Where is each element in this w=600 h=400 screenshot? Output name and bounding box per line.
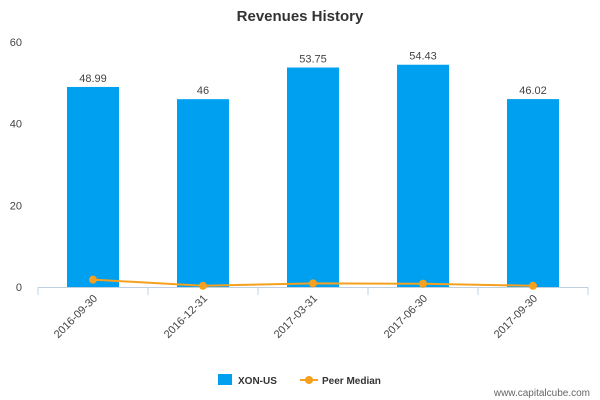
- x-tick-label: 2017-06-30: [382, 293, 430, 341]
- bar-data-label: 48.99: [79, 73, 107, 85]
- legend-label-xon-us: XON-US: [238, 376, 277, 387]
- legend-label-peer-median: Peer Median: [322, 376, 381, 387]
- legend-marker-peer-median: [305, 376, 313, 384]
- bar-data-label: 53.75: [299, 54, 327, 66]
- bar: [67, 86, 119, 288]
- y-tick-label: 0: [16, 282, 22, 294]
- y-tick-label: 20: [10, 200, 22, 212]
- bar-data-label: 54.43: [409, 51, 437, 63]
- bar: [287, 67, 339, 287]
- bar-data-label: 46.02: [519, 85, 547, 97]
- peer-median-point: [529, 281, 537, 290]
- bar: [397, 64, 449, 287]
- y-tick-label: 60: [10, 37, 22, 49]
- bar: [507, 99, 559, 288]
- bar-data-label: 46: [197, 85, 209, 97]
- y-tick-label: 40: [10, 119, 22, 131]
- peer-median-point: [89, 275, 97, 284]
- chart-title: Revenues History: [237, 8, 364, 25]
- peer-median-point: [199, 281, 207, 290]
- x-tick-label: 2016-09-30: [52, 293, 100, 341]
- legend: XON-US Peer Median: [218, 374, 381, 387]
- x-tick-label: 2017-03-31: [272, 293, 320, 341]
- bar: [177, 99, 229, 288]
- plot-area: 0 20 40 60 48.99 46 53.75 54.43 46.02 2016-09-30 2…: [10, 37, 589, 341]
- watermark-text: www.capitalcube.com: [493, 388, 590, 399]
- x-tick-label: 2017-09-30: [492, 293, 540, 341]
- peer-median-point: [419, 279, 427, 288]
- x-tick-label: 2016-12-31: [162, 293, 210, 341]
- legend-swatch-xon-us: [218, 374, 232, 385]
- peer-median-point: [309, 279, 317, 288]
